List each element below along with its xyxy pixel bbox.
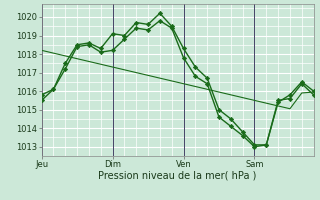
X-axis label: Pression niveau de la mer( hPa ): Pression niveau de la mer( hPa ) [99, 171, 257, 181]
